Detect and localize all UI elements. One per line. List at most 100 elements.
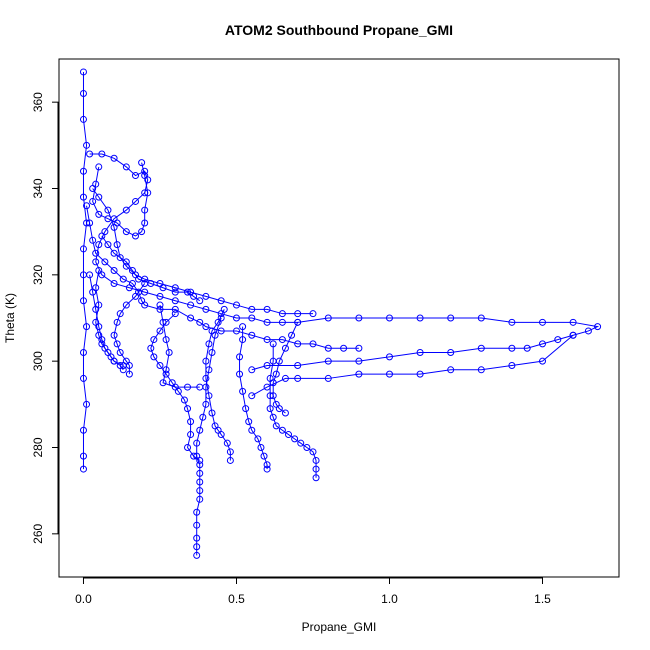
- data-point: [269, 340, 277, 348]
- data-point: [79, 115, 87, 123]
- series-14: [98, 232, 204, 305]
- data-point: [239, 336, 247, 344]
- data-point: [122, 206, 130, 214]
- data-point: [171, 305, 179, 313]
- data-point: [165, 349, 173, 357]
- data-point: [236, 370, 244, 378]
- data-point: [217, 297, 225, 305]
- data-point: [190, 292, 198, 300]
- data-point: [187, 431, 195, 439]
- data-point: [98, 336, 106, 344]
- chart-title: ATOM2 Southbound Propane_GMI: [225, 22, 453, 38]
- data-point: [248, 331, 256, 339]
- data-point: [242, 405, 250, 413]
- data-point: [159, 284, 167, 292]
- data-point: [171, 310, 179, 318]
- series-13: [83, 202, 363, 352]
- data-point: [193, 521, 201, 529]
- data-point: [122, 258, 130, 266]
- data-point: [523, 344, 531, 352]
- series-line: [113, 283, 146, 375]
- data-point: [113, 318, 121, 326]
- data-point: [193, 534, 201, 542]
- data-point: [263, 461, 271, 469]
- data-point: [324, 357, 332, 365]
- data-point: [416, 370, 424, 378]
- data-point: [239, 387, 247, 395]
- data-point: [263, 318, 271, 326]
- data-point: [269, 392, 277, 400]
- data-point: [416, 314, 424, 322]
- data-point: [385, 314, 393, 322]
- data-point: [257, 444, 265, 451]
- series-4: [202, 305, 234, 464]
- data-point: [79, 426, 87, 434]
- data-point: [119, 275, 127, 283]
- data-point: [205, 340, 213, 348]
- data-point: [294, 340, 302, 348]
- data-point: [104, 241, 112, 249]
- data-point: [128, 279, 136, 287]
- data-point: [92, 305, 100, 313]
- data-point: [98, 150, 106, 158]
- data-point: [309, 340, 317, 348]
- data-point: [202, 292, 210, 300]
- data-point: [269, 379, 277, 387]
- data-point: [263, 465, 271, 473]
- data-point: [135, 288, 143, 296]
- series-line: [205, 309, 231, 461]
- data-point: [83, 400, 91, 408]
- data-point: [281, 344, 289, 352]
- series-17: [86, 271, 127, 369]
- data-point: [125, 370, 133, 378]
- data-point: [248, 426, 256, 434]
- data-point: [156, 327, 164, 335]
- y-tick-label: 320: [31, 265, 45, 285]
- y-tick-label: 360: [31, 92, 45, 112]
- data-point: [83, 323, 91, 331]
- data-point: [89, 197, 97, 205]
- data-point: [278, 336, 286, 344]
- data-point: [245, 418, 253, 426]
- data-point: [193, 551, 201, 559]
- data-point: [447, 349, 455, 357]
- plot-area: [79, 68, 602, 559]
- data-point: [132, 197, 140, 205]
- data-point: [263, 361, 271, 369]
- data-point: [159, 318, 167, 326]
- data-point: [355, 357, 363, 365]
- data-point: [447, 314, 455, 322]
- data-point: [92, 249, 100, 257]
- series-8: [266, 340, 320, 482]
- data-point: [122, 228, 130, 236]
- data-point: [156, 361, 164, 369]
- data-point: [101, 344, 109, 352]
- data-point: [266, 405, 274, 413]
- data-point: [159, 379, 167, 387]
- data-point: [184, 444, 192, 451]
- y-axis-label: Theta (K): [3, 293, 17, 343]
- data-point: [196, 456, 204, 464]
- data-point: [171, 288, 179, 296]
- data-point: [202, 357, 210, 365]
- data-point: [190, 452, 198, 460]
- data-point: [269, 413, 277, 421]
- data-point: [294, 361, 302, 369]
- data-point: [79, 90, 87, 98]
- data-point: [196, 297, 204, 305]
- series-line: [251, 334, 574, 397]
- data-point: [193, 439, 201, 447]
- series-line: [101, 235, 201, 302]
- data-point: [150, 353, 158, 361]
- data-point: [110, 249, 118, 257]
- series-16: [269, 318, 302, 417]
- data-point: [193, 508, 201, 516]
- data-point: [324, 374, 332, 382]
- data-point: [147, 279, 155, 287]
- data-point: [86, 219, 94, 227]
- data-point: [110, 223, 118, 231]
- series-line: [82, 71, 88, 470]
- series-9: [110, 279, 149, 378]
- y-tick-label: 260: [31, 524, 45, 544]
- data-point: [184, 383, 192, 391]
